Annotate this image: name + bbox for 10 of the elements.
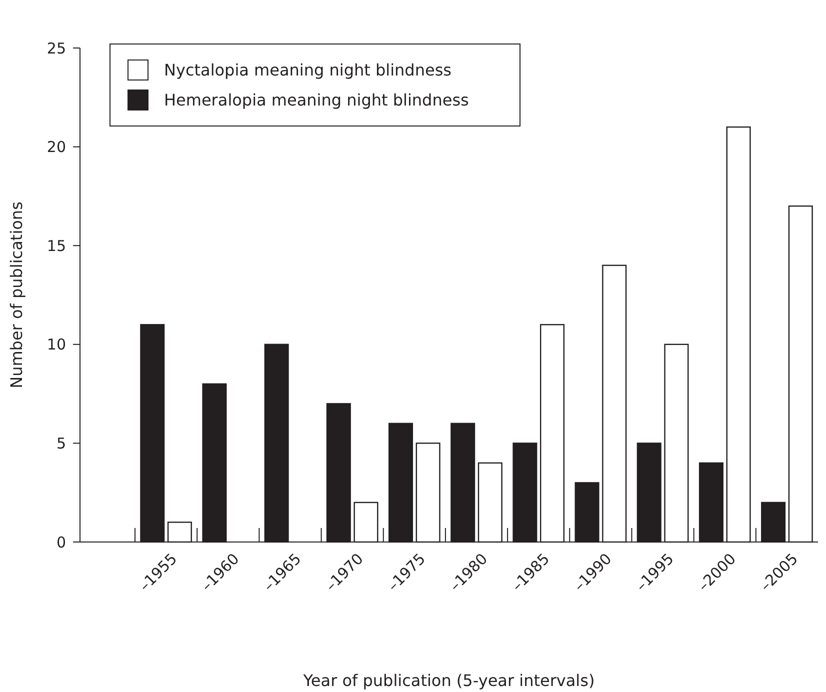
y-tick-label: 0 [56, 533, 66, 552]
legend-label: Nyctalopia meaning night blindness [164, 60, 452, 80]
y-tick-label: 20 [46, 138, 66, 156]
y-tick-label: 10 [46, 336, 66, 354]
y-axis-title: Number of publications [7, 202, 26, 388]
y-tick-label: 25 [46, 39, 66, 58]
y-tick-label: 15 [46, 236, 66, 255]
legend-label: Hemeralopia meaning night blindness [164, 90, 469, 110]
y-tick-label: 5 [56, 434, 66, 452]
x-axis-title: Year of publication (5-year intervals) [302, 671, 595, 690]
